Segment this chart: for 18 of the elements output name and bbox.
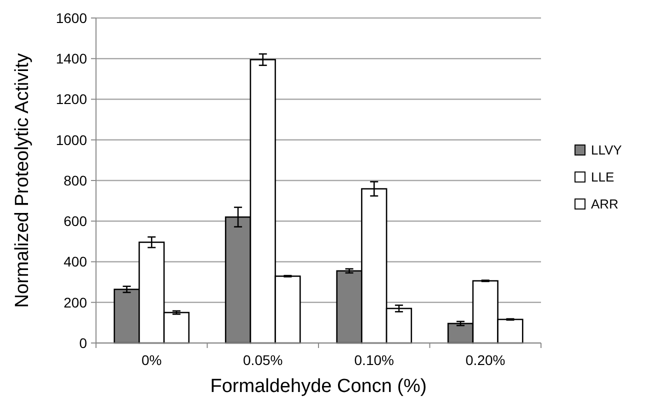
y-tick-label: 800 (64, 172, 88, 188)
y-tick-label: 600 (64, 213, 88, 230)
x-axis-title: Formaldehyde Concn (%) (210, 376, 427, 397)
y-tick-label: 1600 (56, 10, 88, 26)
legend-label: LLE (591, 170, 614, 185)
y-tick-label: 1400 (56, 50, 88, 67)
legend-label: LLVY (591, 142, 622, 158)
x-tick-label: 0.05% (243, 352, 283, 368)
y-tick-label: 1000 (56, 132, 88, 148)
x-tick-label: 0.20% (466, 352, 506, 368)
y-tick-label: 400 (64, 254, 88, 270)
y-tick-label: 0 (79, 334, 88, 351)
y-axis-title: Normalized Proteolytic Activity (12, 52, 33, 308)
x-tick-label: 0% (142, 352, 162, 368)
x-tick-label: 0.10% (354, 352, 394, 368)
legend-label: ARR (591, 196, 618, 212)
y-tick-label: 1200 (56, 91, 88, 108)
y-tick-label: 200 (64, 294, 88, 310)
